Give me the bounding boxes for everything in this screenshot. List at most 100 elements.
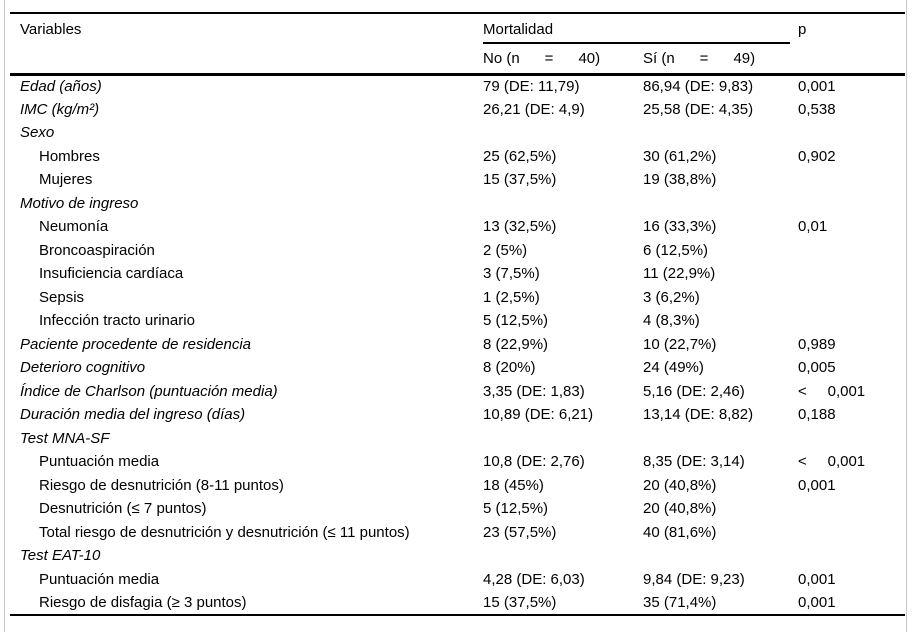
cell-p: 0,005 [798,359,836,377]
cell-si: 30 (61,2%) [643,147,717,165]
cell-p [798,286,905,310]
cell-p [798,497,905,521]
cell-no: 26,21 (DE: 4,9) [483,100,585,118]
table-row: Broncoaspiración 2 (5%) 6 (12,5%) [10,239,905,263]
cell-no [483,121,643,145]
cell-p: < 0,001 [798,453,866,471]
cell-si: 10 (22,7%) [643,335,717,353]
row-label: Hombres [39,147,100,165]
cell-p [798,168,905,192]
cell-si: 6 (12,5%) [643,241,709,259]
row-label: Puntuación media [39,453,160,471]
cell-si: 5,16 (DE: 2,46) [643,382,745,400]
cell-p: 0,001 [798,570,836,588]
cell-p: 0,001 [798,78,836,95]
table-row: Test EAT-10 [10,544,905,568]
cell-p: 0,188 [798,406,836,424]
row-label: Riesgo de disfagia (≥ 3 puntos) [39,593,247,611]
cell-no: 3,35 (DE: 1,83) [483,382,585,400]
cell-si: 35 (71,4%) [643,593,717,611]
table-row: Puntuación media 4,28 (DE: 6,03) 9,84 (DE:… [10,568,905,592]
table-row: Insuficiencia cardíaca 3 (7,5%) 11 (22,9%) [10,262,905,286]
col-header-mortalidad: Mortalidad [483,13,798,44]
table-row: Neumonía 13 (32,5%) 16 (33,3%) 0,01 [10,215,905,239]
cell-no [483,192,643,216]
table-row: Edad (años) 79 (DE: 11,79) 86,94 (DE: 9,83… [10,74,905,98]
row-label: IMC (kg/m²) [20,100,100,118]
row-label: Neumonía [39,218,109,236]
cell-no: 25 (62,5%) [483,147,557,165]
row-label: Puntuación media [39,570,160,588]
results-table: Variables Mortalidad p No (n = 40) Sí (n… [10,12,906,616]
row-label: Infección tracto urinario [39,312,195,330]
table-header: Variables Mortalidad p No (n = 40) Sí (n… [10,13,906,74]
col-subheader-si: Sí (n = 49) [643,50,756,67]
cell-no: 8 (22,9%) [483,335,549,353]
table-row: Desnutrición (≤ 7 puntos) 5 (12,5%) 20 (40… [10,497,905,521]
page-edge-line-right [906,0,907,632]
cell-si: 9,84 (DE: 9,23) [643,570,745,588]
cell-no: 10,89 (DE: 6,21) [483,406,594,424]
row-label: Test MNA-SF [20,429,110,447]
mortalidad-underline [483,42,791,44]
col-subheader-no: No (n = 40) [483,50,601,67]
cell-si: 24 (49%) [643,359,704,377]
cell-p: < 0,001 [798,382,866,400]
cell-p [798,239,905,263]
cell-no: 15 (37,5%) [483,593,557,611]
cell-no: 1 (2,5%) [483,288,540,306]
cell-p: 0,01 [798,218,828,236]
cell-no: 18 (45%) [483,476,544,494]
row-label: Insuficiencia cardíaca [39,265,184,283]
cell-p: 0,001 [798,476,836,494]
table-row: Motivo de ingreso [10,192,905,216]
cell-no: 23 (57,5%) [483,523,557,541]
table-row: IMC (kg/m²) 26,21 (DE: 4,9) 25,58 (DE: 4,3… [10,98,905,122]
cell-si: 3 (6,2%) [643,288,700,306]
col-header-variables: Variables [20,21,82,38]
row-label: Duración media del ingreso (días) [20,406,246,424]
table-row: Sepsis 1 (2,5%) 3 (6,2%) [10,286,905,310]
cell-p [798,262,905,286]
cell-no: 13 (32,5%) [483,218,557,236]
row-label: Broncoaspiración [39,241,155,259]
row-label: Total riesgo de desnutrición y desnutric… [39,523,410,541]
cell-si: 20 (40,8%) [643,476,717,494]
cell-no: 5 (12,5%) [483,500,549,518]
cell-si [643,544,798,568]
header-row-sub: No (n = 40) Sí (n = 49) [10,44,905,74]
row-label: Sexo [20,124,55,142]
table-body: Edad (años) 79 (DE: 11,79) 86,94 (DE: 9,83… [10,74,905,615]
table-row: Total riesgo de desnutrición y desnutric… [10,521,905,545]
row-label: Índice de Charlson (puntuación media) [20,382,278,400]
row-label: Mujeres [39,171,93,189]
cell-si: 86,94 (DE: 9,83) [643,78,754,95]
header-row-group: Variables Mortalidad p [10,13,905,44]
cell-p [798,121,905,145]
cell-si [643,427,798,451]
cell-si: 19 (38,8%) [643,171,717,189]
cell-p: 0,989 [798,335,836,353]
col-header-p: p [798,21,807,38]
row-label: Riesgo de desnutrición (8-11 puntos) [39,476,284,494]
table-row: Paciente procedente de residencia 8 (22,9… [10,333,905,357]
table-row: Puntuación media 10,8 (DE: 2,76) 8,35 (DE:… [10,450,905,474]
cell-p [798,427,905,451]
cell-si [643,121,798,145]
row-label: Sepsis [39,288,85,306]
row-label: Motivo de ingreso [20,194,139,212]
table-row: Riesgo de disfagia (≥ 3 puntos) 15 (37,5%… [10,591,905,615]
table-row: Riesgo de desnutrición (8-11 puntos) 18 (… [10,474,905,498]
table-row: Índice de Charlson (puntuación media) 3,3… [10,380,905,404]
page-edge-line-left [4,0,5,632]
cell-si: 4 (8,3%) [643,312,700,330]
cell-no: 4,28 (DE: 6,03) [483,570,585,588]
cell-p [798,521,905,545]
col-header-mortalidad-label: Mortalidad [483,21,554,38]
cell-si: 16 (33,3%) [643,218,717,236]
cell-no: 5 (12,5%) [483,312,549,330]
cell-p: 0,902 [798,147,836,165]
cell-si [643,192,798,216]
row-label: Paciente procedente de residencia [20,335,251,353]
